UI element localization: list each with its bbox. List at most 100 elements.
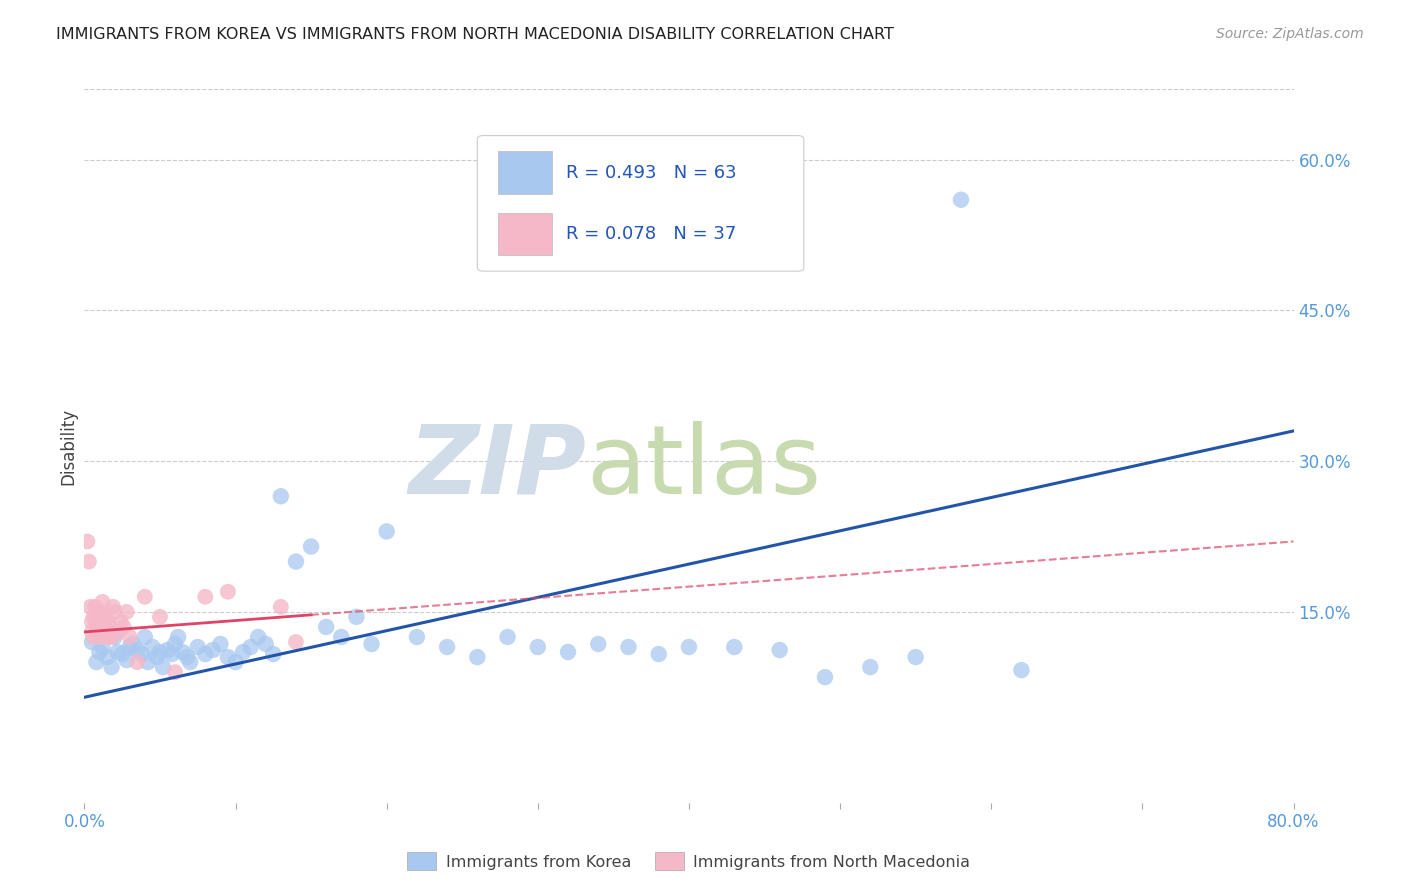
Point	[121, 637, 143, 651]
FancyBboxPatch shape	[478, 136, 804, 271]
Point	[149, 610, 172, 624]
Point	[285, 635, 308, 649]
Text: R = 0.078   N = 37: R = 0.078 N = 37	[565, 225, 735, 243]
Text: R = 0.493   N = 63: R = 0.493 N = 63	[565, 164, 737, 182]
Point	[134, 630, 156, 644]
Point	[115, 605, 138, 619]
Point	[160, 647, 183, 661]
Point	[97, 615, 120, 629]
Point	[1011, 663, 1033, 677]
Text: ZIP: ZIP	[408, 421, 586, 514]
Point	[131, 647, 153, 661]
Point	[80, 624, 103, 639]
Point	[769, 643, 792, 657]
Point	[115, 653, 138, 667]
Point	[557, 645, 579, 659]
Point	[904, 650, 927, 665]
Point	[217, 584, 239, 599]
Y-axis label: Disability: Disability	[59, 408, 77, 484]
Point	[262, 647, 284, 661]
Point	[152, 660, 174, 674]
Point	[588, 637, 610, 651]
Point	[149, 645, 172, 659]
Point	[859, 660, 882, 674]
Text: atlas: atlas	[586, 421, 821, 514]
Point	[270, 489, 292, 503]
Point	[146, 650, 169, 665]
Point	[330, 630, 353, 644]
Point	[93, 610, 115, 624]
Point	[360, 637, 382, 651]
Point	[127, 643, 149, 657]
Point	[187, 640, 209, 654]
Point	[118, 630, 141, 644]
Point	[814, 670, 837, 684]
Point	[111, 647, 134, 661]
Point	[239, 640, 262, 654]
Point	[134, 590, 156, 604]
Point	[247, 630, 270, 644]
Point	[194, 647, 217, 661]
Point	[141, 640, 163, 654]
Point	[254, 637, 277, 651]
Point	[648, 647, 671, 661]
Point	[167, 630, 190, 644]
Point	[90, 605, 112, 619]
Point	[110, 615, 132, 629]
FancyBboxPatch shape	[498, 212, 553, 255]
Point	[89, 645, 111, 659]
Point	[77, 555, 100, 569]
Point	[86, 624, 108, 639]
Point	[101, 599, 124, 614]
Point	[107, 645, 129, 659]
Point	[89, 620, 111, 634]
Text: IMMIGRANTS FROM KOREA VS IMMIGRANTS FROM NORTH MACEDONIA DISABILITY CORRELATION : IMMIGRANTS FROM KOREA VS IMMIGRANTS FROM…	[56, 27, 894, 42]
Point	[375, 524, 398, 539]
Point	[194, 590, 217, 604]
Point	[217, 650, 239, 665]
Point	[232, 645, 254, 659]
Point	[100, 630, 122, 644]
Point	[94, 620, 117, 634]
Point	[285, 555, 308, 569]
Point	[678, 640, 700, 654]
Point	[467, 650, 489, 665]
Point	[950, 193, 973, 207]
Legend: Immigrants from Korea, Immigrants from North Macedonia: Immigrants from Korea, Immigrants from N…	[401, 846, 977, 877]
Point	[156, 643, 179, 657]
Point	[136, 655, 159, 669]
Point	[96, 650, 118, 665]
Point	[118, 640, 141, 654]
Point	[87, 610, 110, 624]
Point	[86, 655, 108, 669]
Point	[346, 610, 368, 624]
Point	[172, 645, 194, 659]
Point	[100, 660, 122, 674]
Point	[112, 620, 135, 634]
Point	[104, 630, 127, 644]
Point	[107, 624, 129, 639]
Point	[225, 655, 247, 669]
Point	[270, 599, 292, 614]
Point	[165, 665, 187, 680]
Point	[80, 615, 103, 629]
Point	[80, 635, 103, 649]
Point	[82, 630, 104, 644]
Point	[76, 534, 98, 549]
Point	[91, 640, 114, 654]
Point	[98, 620, 121, 634]
Point	[165, 637, 187, 651]
Point	[527, 640, 550, 654]
Point	[723, 640, 745, 654]
Point	[406, 630, 429, 644]
Point	[96, 630, 118, 644]
Point	[496, 630, 519, 644]
Point	[91, 595, 114, 609]
Point	[127, 655, 149, 669]
Point	[209, 637, 232, 651]
Point	[82, 610, 104, 624]
Point	[617, 640, 640, 654]
Point	[91, 624, 114, 639]
Point	[89, 630, 111, 644]
Point	[436, 640, 458, 654]
